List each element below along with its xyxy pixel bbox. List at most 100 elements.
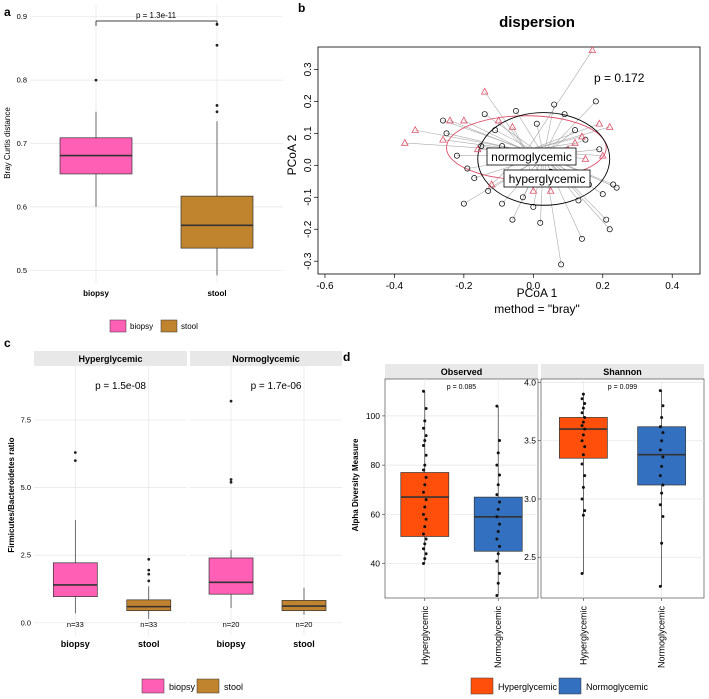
data-point [580, 497, 584, 501]
data-point [423, 483, 427, 487]
data-point [580, 439, 584, 443]
x-tick-label: -0.2 [455, 281, 473, 292]
data-point [495, 463, 499, 467]
box-stool-outlier [215, 43, 219, 47]
point-hyperglycemic [487, 180, 496, 188]
spoke-hyperglycemic [449, 120, 527, 152]
label-normoglycemic: normoglycemic [491, 150, 572, 164]
panel-a-marks: biopsy stool [59, 22, 254, 298]
facet-pvalue: p = 0.085 [447, 384, 476, 391]
facet-pvalue: p = 1.5e-08 [95, 381, 146, 392]
point-normoglycemic [440, 117, 446, 124]
point-hyperglycemic [480, 87, 489, 95]
facet-frame [540, 378, 705, 599]
data-point [580, 572, 584, 576]
data-point [496, 483, 500, 487]
data-point [421, 443, 425, 447]
point-hyperglycemic [411, 125, 420, 133]
box-stool-outlier [215, 110, 219, 114]
x-tick-label: 0.0 [526, 281, 540, 292]
y-tick-label: 0.8 [17, 76, 27, 85]
data-point [423, 542, 427, 546]
panel-a-letter: a [4, 5, 11, 19]
panel-d: d Alpha Diversity Measure Observed 40 60 80… [343, 350, 705, 695]
data-point [498, 522, 502, 526]
point-normoglycemic [572, 127, 578, 134]
data-point [423, 557, 427, 561]
panel-c-ylabel: Firmicutes/Bacteroidetes ratio [7, 437, 16, 552]
facet-pvalue: p = 1.7e-06 [251, 381, 302, 392]
data-point [423, 463, 427, 467]
facet-title: Observed [441, 367, 483, 377]
data-point [661, 404, 665, 408]
panel-c-plot: 0.0 2.5 5.0 7.5 Hyperglycemic p = 1.5e-08 n=33… [21, 351, 342, 649]
y-tick-label: 3.0 [524, 494, 536, 504]
spoke-normoglycemic [543, 101, 597, 156]
data-point [495, 537, 499, 541]
panel-b-letter: b [298, 1, 305, 15]
facet-strip [34, 351, 187, 366]
spoke-normoglycemic [543, 155, 610, 230]
panel-b-xlabel: PCoA 1 [517, 286, 558, 300]
y-tick-label: 0.0 [303, 158, 314, 172]
box-biopsy-box [208, 557, 254, 595]
data-point [498, 439, 502, 443]
data-point [583, 427, 587, 431]
facet-pvalue: p = 0.099 [608, 384, 637, 391]
point-normoglycemic [606, 226, 613, 233]
data-point [661, 455, 665, 459]
data-point [495, 404, 499, 408]
panel-c-letter: c [4, 336, 11, 350]
panel-c-legend: biopsy stool [141, 678, 243, 694]
panel-a-ylabel: Bray Curtis distance [3, 107, 12, 179]
point-hyperglycemic [571, 138, 579, 146]
point-normoglycemic [533, 120, 540, 127]
data-point [658, 474, 662, 478]
point-normoglycemic [509, 216, 516, 223]
data-point [423, 439, 427, 443]
x-tick-label: stool [138, 639, 160, 649]
legend-swatch-hyperglycemic [470, 677, 494, 695]
facet-strip [190, 351, 342, 366]
panel-b-plot: -0.6 -0.4 -0.2 0.0 0.2 0.4 -0.3 -0.2 -0.1 0.0 0.1 0… [303, 45, 701, 292]
data-point [658, 389, 662, 393]
panel-b-subtitle: method = "bray" [494, 302, 580, 316]
point-normoglycemic [578, 235, 585, 242]
data-point [498, 473, 502, 477]
y-tick-label: 2.5 [524, 552, 536, 562]
panel-d-ylabel: Alpha Diversity Measure [351, 438, 360, 531]
x-tick-label: stool [293, 639, 315, 649]
x-tick-label: Hyperglycemic [578, 606, 588, 666]
legend-label-biopsy: biopsy [169, 682, 196, 692]
data-point [424, 517, 428, 521]
x-tick-label: -0.4 [386, 281, 404, 292]
panel-d-legend: Hyperglycemic Normoglycemic [470, 677, 649, 695]
point-normoglycemic [453, 152, 460, 159]
data-point [660, 415, 664, 419]
data-point [495, 559, 499, 563]
x-tick-label: stool [207, 289, 226, 298]
data-point [421, 562, 425, 566]
y-tick-label: 80 [371, 460, 381, 470]
point-normoglycemic [558, 261, 565, 268]
y-tick-label: 0.0 [21, 618, 31, 627]
spoke-hyperglycemic [415, 129, 527, 152]
x-tick-label: 0.4 [665, 281, 679, 292]
box-biopsy-outlier [229, 399, 233, 403]
n-label: n=20 [296, 620, 313, 629]
data-point [424, 475, 428, 479]
point-normoglycemic [575, 197, 582, 204]
facet-frame [384, 378, 539, 599]
y-tick-label: 5.0 [21, 483, 31, 492]
point-normoglycemic [592, 98, 599, 105]
data-point [495, 594, 499, 598]
box-stool-outlier [147, 568, 151, 572]
data-point [581, 453, 585, 457]
data-point [583, 445, 587, 449]
y-tick-label: 3.5 [524, 436, 536, 446]
data-point [496, 507, 500, 511]
panel-c: c Firmicutes/Bacteroidetes ratio 0.0 2.5 5… [4, 336, 342, 694]
panel-d-plot: Observed 40 60 80 100 p = 0.085 Hyperglycemic N… [366, 364, 705, 668]
data-point [424, 552, 428, 556]
